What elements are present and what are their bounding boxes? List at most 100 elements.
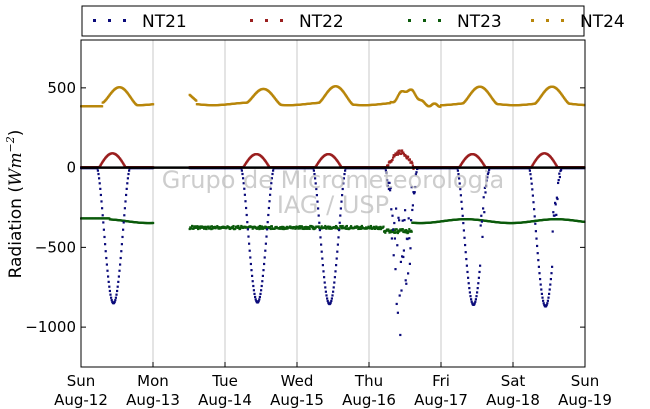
- series-point-NT23: [207, 225, 210, 228]
- series-point-NT21: [479, 224, 482, 227]
- series-point-NT23: [217, 227, 220, 230]
- series-point-NT21: [338, 228, 341, 232]
- series-point-NT21: [552, 211, 555, 214]
- series-point-NT21: [106, 269, 109, 272]
- series-point-NT21: [124, 200, 127, 203]
- y-ticks: −1000 −500 0 500: [25, 79, 585, 336]
- series-point-NT23: [341, 224, 344, 228]
- series-point-NT23: [298, 225, 301, 228]
- series-point-NT23: [308, 227, 311, 231]
- series-point-NT21: [261, 280, 264, 283]
- series-point-NT23: [234, 227, 237, 230]
- series-point-NT21: [467, 282, 470, 285]
- series-point-NT23: [305, 227, 308, 230]
- series-point-NT23: [323, 226, 326, 229]
- series-point-NT23: [236, 226, 239, 229]
- series-point-NT21: [386, 179, 389, 182]
- series-point-NT23: [345, 227, 348, 230]
- legend-marker: [108, 19, 111, 22]
- series-point-NT23: [282, 227, 285, 231]
- series-point-NT21: [335, 257, 338, 260]
- series-point-NT21: [261, 274, 264, 278]
- series-point-NT21: [101, 207, 104, 210]
- series-point-NT23: [228, 227, 231, 231]
- series-point-NT21: [312, 169, 315, 172]
- series-point-NT21: [126, 182, 129, 185]
- series-point-NT21: [107, 275, 110, 278]
- series-point-NT23: [311, 227, 314, 230]
- series-point-NT21: [537, 259, 540, 262]
- y-tick-label: 0: [66, 159, 76, 177]
- series-point-NT23: [388, 231, 391, 234]
- series-point-NT22: [398, 149, 401, 152]
- series-point-NT23: [302, 227, 305, 231]
- legend-marker: [546, 19, 549, 22]
- series-point-NT21: [483, 211, 486, 214]
- series-point-NT21: [245, 213, 248, 217]
- series-point-NT23: [396, 231, 399, 235]
- series-point-NT21: [482, 196, 485, 199]
- series-point-NT21: [410, 186, 413, 189]
- series-point-NT21: [313, 172, 316, 176]
- watermark-line-1: Grupo de Micrometeorologia: [162, 166, 504, 194]
- series-point-NT23: [373, 226, 376, 229]
- series-point-NT22: [389, 161, 392, 164]
- series-point-NT23: [405, 230, 408, 233]
- series-point-NT23: [395, 228, 398, 231]
- series-point-NT21: [488, 168, 491, 171]
- series-point-NT21: [320, 243, 323, 246]
- series-point-NT21: [266, 228, 269, 231]
- series-point-NT23: [261, 225, 264, 228]
- series-point-NT21: [260, 289, 263, 292]
- series-point-NT21: [323, 276, 326, 279]
- series-point-NT21: [554, 201, 557, 204]
- legend-entry-NT24: NT24: [531, 12, 625, 32]
- x-tick-label-date: Aug-15: [270, 391, 324, 409]
- series-point-NT23: [297, 226, 300, 229]
- series-point-NT21: [258, 298, 261, 301]
- series-point-NT21: [414, 185, 417, 189]
- series-point-NT23: [258, 227, 261, 231]
- x-tick-label-date: Aug-12: [54, 391, 108, 409]
- series-point-NT21: [474, 298, 477, 301]
- series-point-NT23: [369, 227, 372, 230]
- series-point-NT21: [342, 177, 345, 180]
- series-point-NT21: [462, 229, 465, 232]
- series-point-NT23: [404, 231, 407, 234]
- series-point-NT23: [259, 225, 262, 228]
- y-tick-label: −1000: [25, 318, 76, 336]
- legend-marker: [250, 19, 253, 22]
- series-point-NT24: [396, 95, 399, 98]
- legend-entry-NT21: NT21: [93, 12, 187, 32]
- series-point-NT21: [119, 263, 122, 266]
- series-point-NT21: [540, 292, 543, 295]
- series-point-NT21: [97, 172, 100, 176]
- series-point-NT21: [456, 169, 459, 172]
- series-point-NT21: [120, 250, 123, 253]
- legend-marker: [123, 19, 126, 22]
- series-point-NT21: [545, 303, 548, 307]
- series-point-NT22: [395, 152, 398, 156]
- series-point-NT23: [195, 225, 198, 228]
- series-point-NT21: [122, 221, 125, 224]
- series-point-NT21: [339, 207, 342, 210]
- series-point-NT21: [395, 302, 398, 306]
- series-point-NT21: [393, 221, 396, 225]
- series-point-NT21: [560, 168, 563, 172]
- x-tick-label-date: Aug-13: [126, 391, 180, 409]
- series-point-NT21: [459, 188, 462, 191]
- series-point-NT21: [461, 214, 464, 217]
- series-point-NT21: [332, 286, 335, 289]
- series-point-NT21: [414, 173, 417, 176]
- series-point-NT21: [389, 186, 392, 190]
- series-point-NT21: [326, 299, 329, 303]
- series-point-NT21: [252, 284, 255, 288]
- series-point-NT23: [359, 225, 362, 229]
- series-point-NT21: [551, 230, 554, 233]
- legend-marker: [561, 19, 564, 22]
- series-point-NT21: [531, 194, 534, 197]
- series-point-NT21: [246, 221, 249, 224]
- series-point-NT23: [288, 226, 291, 229]
- series-point-NT22: [394, 152, 397, 155]
- series-point-NT23: [211, 227, 214, 230]
